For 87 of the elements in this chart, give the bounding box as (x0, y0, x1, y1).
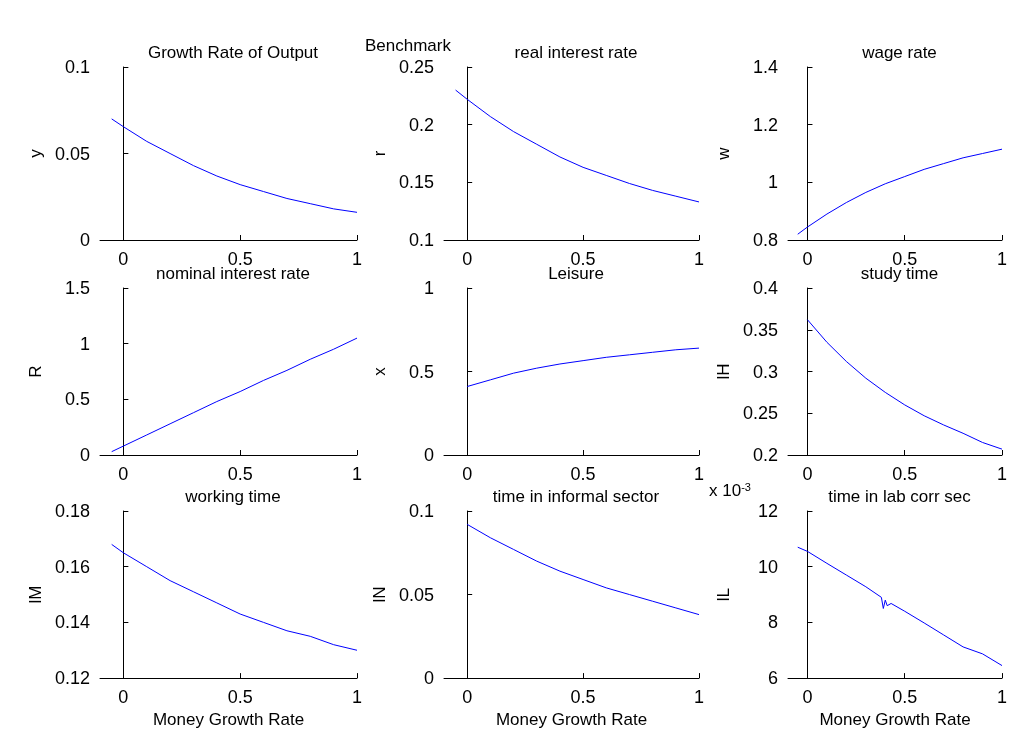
x-tick-label: 0.5 (892, 464, 918, 484)
y-tick-label: 1.4 (752, 57, 778, 77)
x-axis-title: Money Growth Rate (495, 710, 648, 729)
x-tick-label: 0 (462, 464, 473, 484)
x-tick-label: 1 (996, 464, 1008, 484)
y-tick-label: 0.15 (398, 172, 434, 193)
y-tick-label: 0.05 (54, 143, 90, 164)
x-tick-label: 1 (996, 249, 1008, 269)
y-axis-title: lM (26, 585, 45, 604)
y-tick-label: 0.3 (752, 361, 778, 382)
y-tick-label: 1 (423, 278, 434, 298)
y-tick-label: 0.18 (54, 501, 90, 521)
y-tick-label: 10 (757, 556, 778, 577)
y-tick-label: 1 (767, 172, 778, 193)
y-tick-label: 1.2 (752, 114, 778, 135)
x-tick-label: 1 (351, 249, 363, 269)
y-axis-title: lN (370, 586, 389, 603)
y-tick-label: 6 (767, 668, 778, 689)
y-tick-label: 0 (79, 230, 90, 250)
line-series (466, 347, 700, 388)
y-axis-title: r (370, 150, 389, 157)
y-axis-title: lL (714, 587, 733, 602)
x-tick-label: 0 (118, 249, 129, 269)
y-tick-label: 8 (767, 612, 778, 633)
chart-title: Growth Rate of Output (147, 43, 319, 62)
y-tick-label: 12 (757, 501, 778, 521)
line-series (466, 523, 700, 616)
y-tick-label: 0.25 (398, 57, 434, 77)
x-tick-label: 0 (462, 249, 473, 269)
y-tick-label: 0.5 (408, 361, 434, 382)
line-series (806, 319, 1003, 450)
y-tick-label: 0.5 (64, 389, 90, 410)
x-tick-label: 0 (118, 687, 129, 708)
chart-title: wage rate (861, 43, 937, 62)
y-tick-label: 0.4 (752, 278, 778, 298)
y-tick-label: 0.35 (742, 319, 778, 340)
x-tick-label: 1 (693, 687, 705, 708)
line-series (111, 337, 358, 453)
y-tick-label: 0.1 (64, 57, 90, 77)
chart-title: time in lab corr sec (828, 487, 972, 506)
y-tick-label: 0.1 (408, 230, 434, 250)
y-tick-label: 0.16 (54, 556, 90, 577)
line-series (111, 543, 358, 651)
x-tick-label: 0 (802, 249, 813, 269)
x-tick-label: 0 (118, 464, 129, 484)
y-axis-title: y (26, 148, 45, 158)
text: Benchmark (365, 36, 452, 55)
line-series (455, 89, 700, 203)
x-tick-label: 0.5 (227, 687, 253, 708)
x-tick-label: 0.5 (227, 464, 253, 484)
y-tick-label: 1 (79, 333, 90, 354)
line-series (111, 118, 358, 213)
line-series (797, 148, 1003, 235)
x-tick-label: 0 (802, 464, 813, 484)
x-tick-label: 0 (802, 687, 813, 708)
chart-title: working time (184, 487, 281, 506)
x-tick-label: 0 (462, 687, 473, 708)
x-tick-label: 1 (351, 687, 363, 708)
y-tick-label: 0.12 (54, 668, 90, 689)
x-tick-label: 1 (693, 464, 705, 484)
x-tick-label: 0.5 (570, 687, 596, 708)
chart-title: time in informal sector (492, 487, 660, 506)
y-tick-label: 0 (423, 668, 434, 689)
x-tick-label: 0.5 (892, 687, 918, 708)
chart-title: study time (860, 264, 939, 283)
y-tick-label: 0 (79, 445, 90, 465)
line-series (797, 546, 1003, 667)
x-axis-title: Money Growth Rate (819, 710, 971, 729)
y-tick-label: 0.14 (54, 612, 90, 633)
y-tick-label: 0.25 (742, 403, 778, 424)
x-tick-label: 1 (351, 464, 363, 484)
y-tick-label: 0.05 (398, 584, 434, 605)
y-tick-label: 0 (423, 445, 434, 465)
y-tick-label: 0.2 (752, 445, 778, 465)
y-tick-label: 0.2 (408, 114, 434, 135)
y-axis-title: lH (714, 363, 733, 380)
y-axis-title: w (714, 146, 733, 161)
x-tick-label: 1 (693, 249, 705, 269)
y-axis-title: x (370, 366, 389, 376)
x-axis-title: Money Growth Rate (152, 710, 305, 729)
y-tick-label: 0.1 (408, 501, 434, 521)
chart-title: real interest rate (514, 43, 638, 62)
y-axis-title: R (26, 365, 45, 378)
x-tick-label: 1 (996, 687, 1008, 708)
y-tick-label: 1.5 (64, 278, 90, 298)
x-tick-label: 0.5 (570, 464, 596, 484)
y-tick-label: 0.8 (752, 230, 778, 250)
